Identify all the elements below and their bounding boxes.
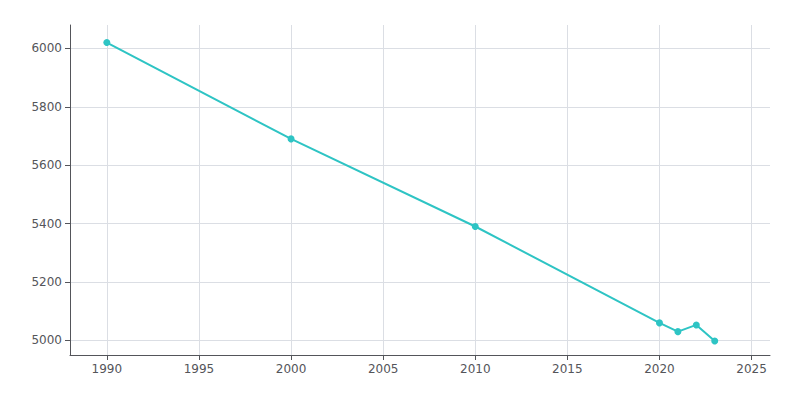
svg-text:2000: 2000: [276, 362, 307, 376]
svg-text:5600: 5600: [31, 158, 62, 172]
svg-text:6000: 6000: [31, 41, 62, 55]
svg-text:5000: 5000: [31, 333, 62, 347]
svg-text:1995: 1995: [184, 362, 215, 376]
svg-text:2025: 2025: [736, 362, 767, 376]
svg-text:2005: 2005: [368, 362, 399, 376]
svg-text:5200: 5200: [31, 275, 62, 289]
svg-text:5800: 5800: [31, 100, 62, 114]
svg-text:1990: 1990: [92, 362, 123, 376]
svg-text:2020: 2020: [644, 362, 675, 376]
svg-text:5400: 5400: [31, 217, 62, 231]
svg-text:2010: 2010: [460, 362, 491, 376]
svg-text:2015: 2015: [552, 362, 583, 376]
